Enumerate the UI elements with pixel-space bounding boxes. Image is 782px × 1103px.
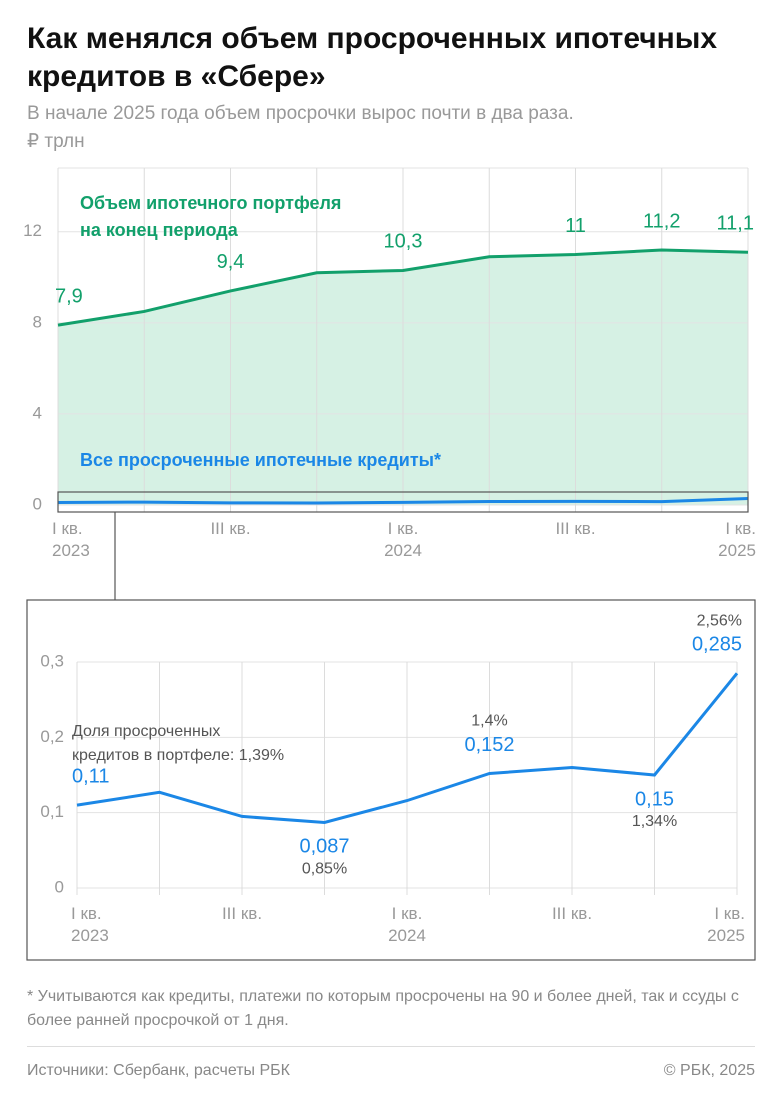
value-label: 7,9 xyxy=(55,285,83,307)
x-tick-label: I кв. 2024 xyxy=(384,519,422,560)
zoom-highlight xyxy=(57,491,749,513)
title: Как менялся объем просроченных ипотечных… xyxy=(27,22,718,93)
unit: ₽ трлн xyxy=(27,131,85,152)
value-label: 0,152 xyxy=(464,734,514,756)
source: Источники: Сбербанк, расчеты РБК xyxy=(27,1062,290,1079)
y-tick-label: 0 xyxy=(33,494,42,513)
value-label: 0,11 xyxy=(72,765,109,787)
value-label: 10,3 xyxy=(384,231,423,253)
value-label: 11 xyxy=(565,215,586,237)
y-tick-label: 8 xyxy=(33,312,42,331)
x-tick-label: III кв. xyxy=(551,904,593,923)
y-tick-label: 0,1 xyxy=(40,802,64,821)
y-tick-label: 12 xyxy=(23,221,42,240)
x-tick-label: III кв. xyxy=(555,519,596,538)
value-label: 11,2 xyxy=(643,210,680,232)
value-label: 0,15 xyxy=(635,788,674,810)
x-tick-label: I кв. 2025 xyxy=(718,519,756,560)
y-tick-label: 0 xyxy=(55,877,64,896)
line xyxy=(57,497,749,505)
x-tick-label: I кв. 2023 xyxy=(52,519,90,560)
value-label: 0,087 xyxy=(299,836,349,858)
y-tick-label: 0,3 xyxy=(40,651,64,670)
legend-label: Объем ипотечного портфеля на конец перио… xyxy=(80,193,342,240)
line xyxy=(76,672,739,824)
y-tick-label: 4 xyxy=(33,403,42,422)
share-annotation: Доля просроченных кредитов в портфеле: 1… xyxy=(72,723,285,765)
x-tick-label: I кв. 2025 xyxy=(707,904,745,945)
line xyxy=(57,248,749,327)
legend-label: Все просроченные ипотечные кредиты* xyxy=(80,450,442,470)
share-label: 0,85% xyxy=(302,861,347,878)
separator xyxy=(27,1046,755,1047)
value-label: 0,285 xyxy=(692,634,742,656)
value-label: 9,4 xyxy=(217,251,245,273)
share-label: 1,34% xyxy=(632,813,677,830)
footnote: * Учитываются как кредиты, платежи по ко… xyxy=(27,988,739,1029)
zoom-frame xyxy=(26,599,756,961)
x-tick-label: I кв. 2024 xyxy=(388,904,426,945)
share-label: 1,4% xyxy=(471,713,507,730)
value-label: 11,1 xyxy=(717,213,754,235)
y-tick-label: 0,2 xyxy=(40,727,64,746)
subtitle: В начале 2025 года объем просрочки вырос… xyxy=(27,103,574,124)
copyright: © РБК, 2025 xyxy=(663,1062,755,1079)
share-label: 2,56% xyxy=(697,613,742,630)
x-tick-label: III кв. xyxy=(221,904,263,923)
x-tick-label: III кв. xyxy=(210,519,251,538)
x-tick-label: I кв. 2023 xyxy=(71,904,109,945)
